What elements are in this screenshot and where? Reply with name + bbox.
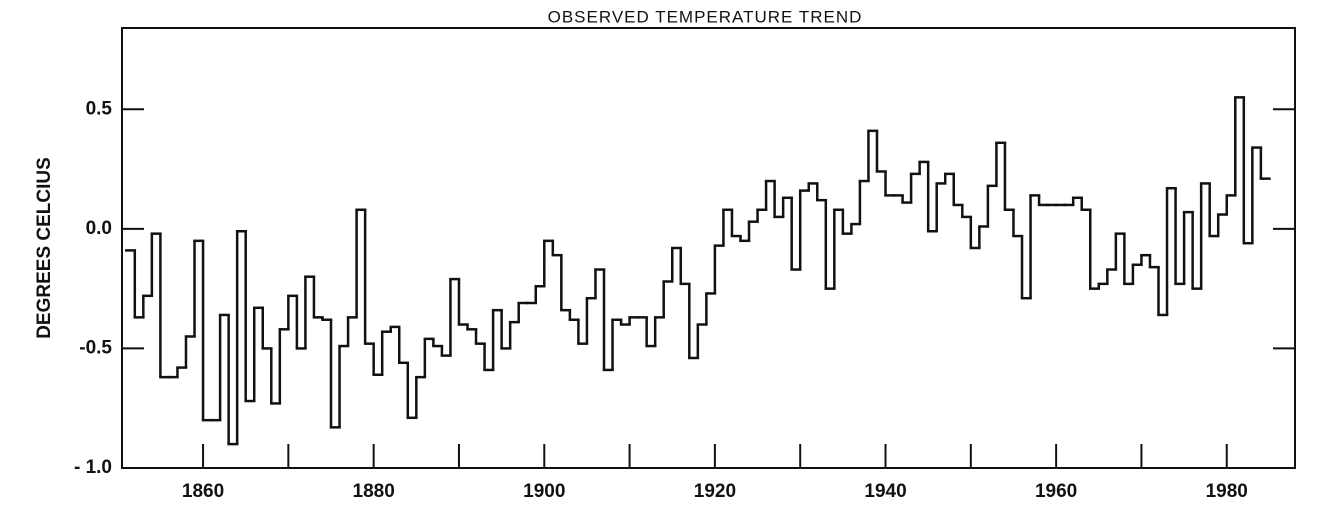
x-tick-label: 1880 [353,481,395,502]
y-tick-label: 0.0 [86,218,112,239]
plot-frame [121,27,1296,469]
y-tick-label: -0.5 [79,337,112,358]
x-tick-label: 1980 [1206,481,1248,502]
chart-title: OBSERVED TEMPERATURE TREND [548,7,863,26]
y-tick-label: - 1.0 [74,457,112,478]
x-tick-label: 1940 [864,481,906,502]
x-tick-label: 1920 [694,481,736,502]
x-tick-label: 1900 [523,481,565,502]
x-tick-label: 1860 [182,481,224,502]
x-tick-label: 1960 [1035,481,1077,502]
y-tick-label: 0.5 [86,98,113,119]
y-axis-label: DEGREES CELCIUS [34,157,55,339]
